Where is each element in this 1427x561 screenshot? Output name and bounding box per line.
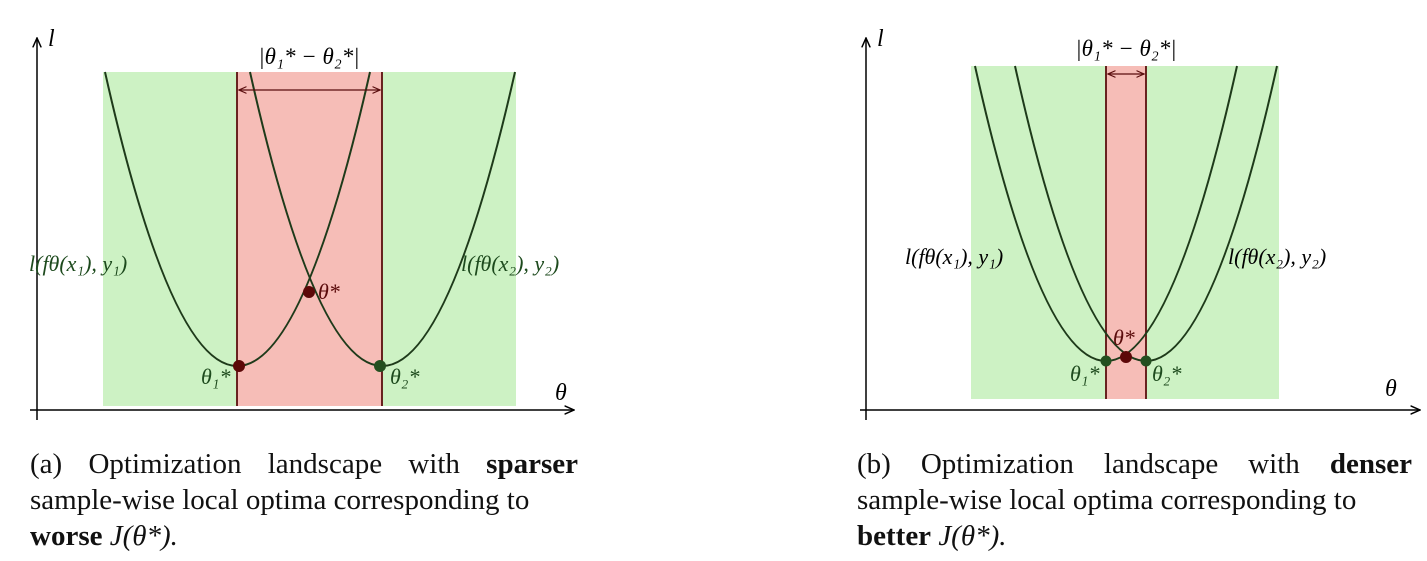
- caption-a-line3: worse J(θ*).: [30, 518, 578, 554]
- theta1-label-b: θ₁*: [1070, 361, 1099, 386]
- theta-star-dot-b: [1120, 351, 1132, 363]
- loss2-label-b: l(fθ(x₂), y₂): [1228, 244, 1326, 269]
- caption-b-line1: (b) Optimization landscape with denser: [857, 446, 1412, 482]
- theta-star-label-a: θ*: [318, 279, 340, 304]
- red-region-a: [237, 72, 382, 406]
- x-axis-label-b: θ: [1385, 376, 1397, 402]
- theta-star-dot-a: [303, 286, 315, 298]
- caption-a-line1: (a) Optimization landscape with sparser: [30, 446, 578, 482]
- caption-b-line2: sample-wise local optima corresponding t…: [857, 484, 1357, 516]
- theta2-dot-a: [374, 360, 386, 372]
- caption-a-bold-2: worse: [30, 520, 103, 552]
- caption-b-line3: better J(θ*).: [857, 518, 1412, 554]
- theta2-label-b: θ₂*: [1152, 361, 1181, 386]
- caption-a-bold-1: sparser: [486, 448, 578, 480]
- distance-label-b: |θ₁* − θ₂*|: [1075, 36, 1176, 61]
- y-axis-label-b: l: [877, 26, 884, 52]
- theta1-dot-a: [233, 360, 245, 372]
- caption-b-text: (b) Optimization landscape with: [857, 448, 1300, 480]
- y-axis-label-a: l: [48, 26, 55, 52]
- panel-a: l θ |θ₁* − θ₂*| l(fθ(x₁), y₁) l(fθ(x₂), …: [29, 26, 574, 420]
- theta1-label-a: θ₁*: [201, 364, 230, 389]
- theta2-dot-b: [1140, 355, 1152, 367]
- distance-label-a: |θ₁* − θ₂*|: [258, 44, 359, 69]
- red-region-b: [1106, 66, 1146, 399]
- caption-b-bold-2: better: [857, 520, 932, 552]
- caption-b-math: J(θ*).: [938, 520, 1007, 552]
- x-axis-label-a: θ: [555, 380, 567, 406]
- theta1-dot-b: [1100, 355, 1112, 367]
- theta2-label-a: θ₂*: [390, 364, 419, 389]
- theta-star-label-b: θ*: [1113, 325, 1135, 350]
- caption-a-math: J(θ*).: [109, 520, 178, 552]
- loss1-label-a: l(fθ(x₁), y₁): [29, 251, 127, 276]
- caption-a: (a) Optimization landscape with sparser …: [30, 446, 578, 554]
- loss1-label-b: l(fθ(x₁), y₁): [905, 244, 1003, 269]
- caption-a-line2: sample-wise local optima corresponding t…: [30, 484, 530, 516]
- caption-b: (b) Optimization landscape with denser s…: [857, 446, 1412, 554]
- caption-a-text: (a) Optimization landscape with: [30, 448, 460, 480]
- caption-b-bold-1: denser: [1329, 448, 1413, 480]
- loss2-label-a: l(fθ(x₂), y₂): [461, 251, 559, 276]
- panel-b: l θ |θ₁* − θ₂*| l(fθ(x₁), y₁) l(fθ(x₂), …: [860, 26, 1420, 420]
- figure-canvas: l θ |θ₁* − θ₂*| l(fθ(x₁), y₁) l(fθ(x₂), …: [29, 26, 1427, 420]
